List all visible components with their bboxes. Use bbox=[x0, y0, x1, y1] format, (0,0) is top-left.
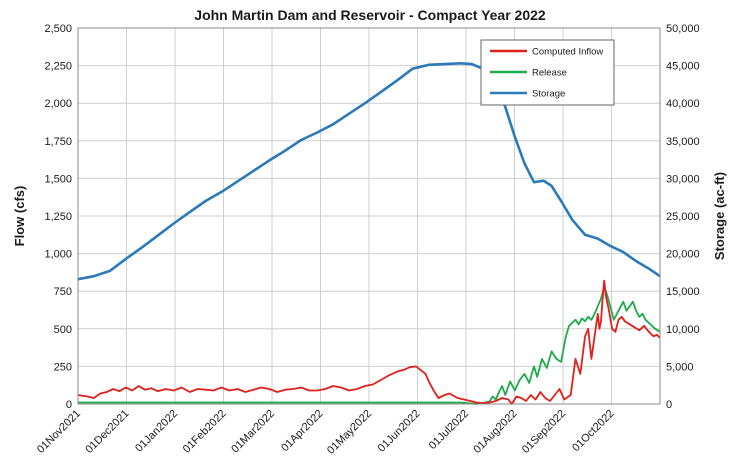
y2-tick-label: 50,000 bbox=[666, 23, 700, 35]
y-tick-label: 1,750 bbox=[44, 136, 72, 148]
legend-label-inflow: Computed Inflow bbox=[532, 47, 603, 58]
legend-label-release: Release bbox=[532, 68, 567, 79]
legend: Computed Inflow Release Storage bbox=[480, 39, 615, 106]
series-line-storage bbox=[77, 62, 661, 281]
y-tick-label: 1,500 bbox=[44, 173, 72, 185]
y-tick-label: 1,250 bbox=[44, 211, 72, 223]
series-line-inflow bbox=[77, 279, 661, 405]
y-tick-label: 250 bbox=[54, 361, 72, 373]
y-tick-label: 1,000 bbox=[44, 249, 72, 261]
y2-tick-label: 20,000 bbox=[666, 249, 700, 261]
chart-title: John Martin Dam and Reservoir - Compact … bbox=[194, 7, 546, 23]
y-tick-label: 0 bbox=[66, 399, 72, 411]
plot-area-border bbox=[77, 27, 661, 405]
y2-tick-label: 0 bbox=[666, 399, 672, 411]
series-lines bbox=[77, 62, 661, 405]
y2-tick-label: 15,000 bbox=[666, 286, 700, 298]
y2-tick-label: 30,000 bbox=[666, 173, 700, 185]
y-axis-title-left: Flow (cfs) bbox=[12, 186, 27, 247]
y-tick-label: 2,500 bbox=[44, 23, 72, 35]
y2-tick-label: 40,000 bbox=[666, 98, 700, 110]
y2-tick-label: 25,000 bbox=[666, 211, 700, 223]
y-tick-label: 2,000 bbox=[44, 98, 72, 110]
y-axis-title-right: Storage (ac-ft) bbox=[712, 172, 727, 260]
y2-tick-label: 10,000 bbox=[666, 324, 700, 336]
y2-tick-label: 45,000 bbox=[666, 61, 700, 73]
y-tick-label: 500 bbox=[54, 324, 72, 336]
y-tick-label: 750 bbox=[54, 286, 72, 298]
y2-tick-label: 35,000 bbox=[666, 136, 700, 148]
y-tick-label: 2,250 bbox=[44, 61, 72, 73]
legend-label-storage: Storage bbox=[532, 89, 565, 100]
y2-tick-label: 5,000 bbox=[666, 361, 694, 373]
